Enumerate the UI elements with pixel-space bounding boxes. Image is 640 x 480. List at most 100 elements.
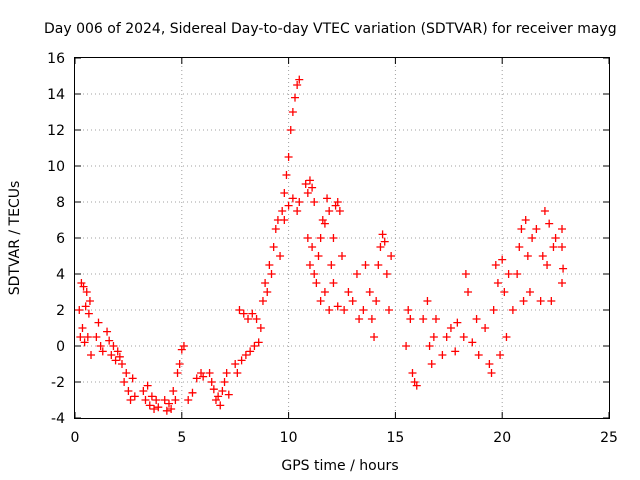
- data-point: [237, 356, 246, 365]
- data-point: [320, 288, 329, 296]
- data-point: [412, 381, 421, 390]
- data-point: [235, 306, 244, 314]
- data-point: [532, 225, 541, 233]
- data-point: [496, 351, 505, 359]
- data-point: [162, 406, 171, 415]
- data-point: [105, 336, 114, 345]
- data-point: [267, 270, 276, 278]
- x-tick-label: 20: [493, 430, 511, 446]
- y-tick-label: 0: [56, 339, 65, 355]
- data-point: [493, 279, 502, 287]
- data-point: [547, 297, 556, 305]
- data-point: [288, 194, 297, 203]
- data-point: [271, 225, 280, 233]
- data-point: [380, 237, 389, 246]
- data-point: [370, 333, 379, 341]
- data-point: [502, 333, 511, 341]
- data-point: [239, 309, 248, 318]
- data-point: [120, 378, 129, 386]
- data-point: [312, 279, 321, 287]
- data-point: [177, 345, 186, 354]
- data-point: [442, 333, 451, 341]
- data-point: [280, 216, 289, 224]
- data-point: [167, 405, 176, 413]
- plot-frame: [74, 57, 610, 419]
- data-point: [446, 324, 455, 332]
- data-point: [487, 369, 496, 377]
- axis-ticks: 0 5 10 15 20 25 -4 -2 0 2 4 6 8 10 12 14 16: [47, 51, 618, 446]
- data-point: [323, 194, 332, 203]
- y-tick-label: 4: [56, 267, 65, 283]
- data-point: [333, 198, 342, 206]
- data-point: [250, 342, 259, 350]
- data-point: [256, 324, 265, 332]
- data-point: [340, 306, 349, 314]
- data-point: [540, 207, 549, 215]
- data-point: [199, 372, 208, 381]
- data-point: [147, 392, 156, 401]
- data-point: [423, 297, 432, 305]
- data-point: [141, 396, 150, 404]
- data-point: [472, 315, 481, 323]
- data-point: [338, 252, 346, 260]
- data-point: [211, 396, 220, 404]
- data-point: [192, 374, 201, 383]
- data-point: [500, 288, 509, 296]
- data-point: [402, 342, 411, 350]
- data-point: [519, 297, 528, 305]
- data-point: [408, 369, 417, 377]
- data-point: [92, 333, 101, 341]
- data-point: [205, 369, 214, 377]
- data-point: [278, 207, 287, 215]
- data-point: [241, 351, 250, 359]
- data-point: [224, 390, 233, 399]
- data-point: [263, 288, 272, 296]
- data-point: [508, 306, 517, 314]
- data-point: [293, 81, 302, 89]
- data-point: [222, 369, 231, 377]
- data-point: [207, 378, 216, 386]
- data-point: [551, 234, 560, 242]
- data-point: [269, 243, 278, 251]
- data-point: [197, 369, 206, 377]
- data-point: [254, 338, 263, 347]
- data-point: [329, 234, 338, 242]
- data-point: [376, 243, 385, 251]
- data-point: [124, 387, 133, 395]
- data-point: [308, 183, 317, 192]
- data-point: [280, 189, 289, 197]
- data-point: [244, 315, 253, 323]
- data-point: [107, 351, 116, 359]
- data-point: [316, 297, 325, 305]
- data-point: [305, 261, 314, 269]
- data-points: [75, 75, 568, 415]
- data-point: [325, 207, 334, 215]
- data-point: [115, 352, 124, 361]
- data-point: [233, 369, 242, 377]
- data-point: [523, 252, 532, 260]
- data-point: [117, 360, 126, 368]
- x-tick-label: 15: [386, 430, 404, 446]
- data-point: [316, 234, 325, 242]
- y-tick-label: 6: [56, 231, 65, 247]
- data-point: [378, 230, 387, 239]
- data-point: [387, 252, 396, 260]
- data-point: [489, 306, 498, 314]
- data-point: [220, 378, 229, 386]
- data-point: [113, 347, 122, 356]
- data-point: [130, 392, 139, 401]
- data-point: [464, 288, 473, 296]
- data-point: [188, 388, 197, 397]
- data-point: [128, 374, 137, 383]
- data-point: [468, 338, 477, 347]
- data-point: [558, 225, 567, 233]
- data-point: [184, 396, 193, 404]
- data-point: [333, 302, 342, 311]
- data-point: [461, 270, 470, 278]
- data-point: [84, 309, 93, 318]
- data-point: [258, 297, 267, 305]
- data-point: [517, 225, 526, 233]
- data-point: [173, 369, 182, 377]
- data-point: [214, 392, 223, 401]
